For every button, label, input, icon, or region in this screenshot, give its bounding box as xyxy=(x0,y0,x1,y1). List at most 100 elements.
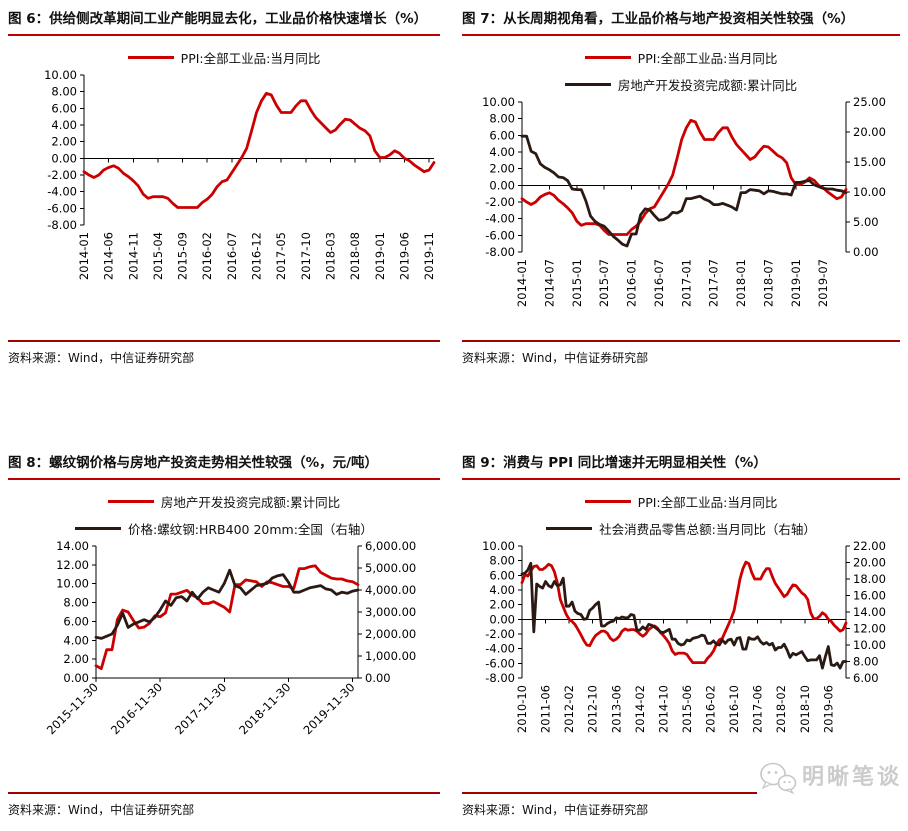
svg-text:-8.00: -8.00 xyxy=(485,245,515,259)
svg-text:16.00: 16.00 xyxy=(853,589,886,603)
svg-text:2017-07: 2017-07 xyxy=(707,259,721,307)
svg-text:8.00: 8.00 xyxy=(51,85,77,99)
svg-text:2011-06: 2011-06 xyxy=(539,685,553,733)
svg-text:-4.00: -4.00 xyxy=(485,212,515,226)
svg-text:2018-02: 2018-02 xyxy=(774,685,788,733)
svg-text:12.00: 12.00 xyxy=(56,558,89,572)
legend-line-swatch xyxy=(127,56,174,60)
svg-text:2019-01: 2019-01 xyxy=(789,259,803,307)
svg-text:0.00: 0.00 xyxy=(489,179,515,193)
svg-text:0.00: 0.00 xyxy=(489,613,515,627)
svg-text:2014-01: 2014-01 xyxy=(515,259,529,307)
svg-text:6,000.00: 6,000.00 xyxy=(365,540,416,553)
legend-line-swatch xyxy=(584,500,631,504)
svg-text:2019-07: 2019-07 xyxy=(816,259,830,307)
figure-9-source: 资料来源：Wind，中信证券研究部 xyxy=(462,792,900,818)
figure-8-legend: 房地产开发投资完成额:累计同比价格:螺纹钢:HRB400 20mm:全国（右轴） xyxy=(8,492,440,538)
series-line xyxy=(520,119,848,237)
legend-item: PPI:全部工业品:当月同比 xyxy=(584,492,778,511)
legend-item: 价格:螺纹钢:HRB400 20mm:全国（右轴） xyxy=(75,519,373,538)
figure-8-chart: 14.00 12.00 10.00 8.00 6.00 4.00 2.00 0.00 6,000… xyxy=(44,540,416,737)
svg-text:2015-04: 2015-04 xyxy=(151,232,165,280)
legend-label: PPI:全部工业品:当月同比 xyxy=(637,495,778,511)
svg-text:4.00: 4.00 xyxy=(489,145,515,159)
figure-9-legend: PPI:全部工业品:当月同比社会消费品零售总额:当月同比（右轴） xyxy=(462,492,900,538)
svg-text:10.00: 10.00 xyxy=(853,185,886,199)
svg-text:2016-02: 2016-02 xyxy=(704,685,718,733)
svg-text:-2.00: -2.00 xyxy=(47,168,77,182)
figure-9-chart: 10.008.006.004.002.000.00-2.00-4.00-6.00… xyxy=(482,540,886,733)
svg-text:2014-01: 2014-01 xyxy=(77,232,91,280)
svg-text:2014-11: 2014-11 xyxy=(126,232,140,280)
legend-item: 社会消费品零售总额:当月同比（右轴） xyxy=(546,519,816,538)
svg-text:5.00: 5.00 xyxy=(853,215,879,229)
svg-text:-2.00: -2.00 xyxy=(485,195,515,209)
svg-text:6.00: 6.00 xyxy=(489,569,515,583)
series-line xyxy=(520,562,848,670)
figure-7-chart: 10.00 8.00 6.00 4.00 2.00 0.00 -2.00 -4.00 -6.00… xyxy=(482,96,886,307)
svg-text:2019-11: 2019-11 xyxy=(422,232,436,280)
svg-text:2015-11-30: 2015-11-30 xyxy=(44,680,101,737)
svg-text:0.00: 0.00 xyxy=(51,152,77,166)
source-text: 资料来源：Wind，中信证券研究部 xyxy=(462,803,649,817)
legend-label: 房地产开发投资完成额:累计同比 xyxy=(617,78,798,94)
figure-7-legend: PPI:全部工业品:当月同比房地产开发投资完成额:累计同比 xyxy=(462,48,900,94)
svg-text:2018-08: 2018-08 xyxy=(348,232,362,280)
figure-6-chart: 10.00 8.00 6.00 4.00 2.00 0.00 -2.00 -4.00 -6.00… xyxy=(44,69,436,280)
source-text: 资料来源：Wind，中信证券研究部 xyxy=(462,351,649,365)
svg-text:6.00: 6.00 xyxy=(51,102,77,116)
svg-text:8.00: 8.00 xyxy=(489,554,515,568)
watermark-text: 明晰笔谈 xyxy=(801,765,902,790)
svg-text:2015-09: 2015-09 xyxy=(176,232,190,280)
legend-line-swatch xyxy=(107,500,154,504)
svg-text:3,000.00: 3,000.00 xyxy=(365,605,416,619)
svg-text:10.00: 10.00 xyxy=(853,638,886,652)
svg-text:18.00: 18.00 xyxy=(853,572,886,586)
svg-text:0.00: 0.00 xyxy=(63,671,89,685)
svg-text:4.00: 4.00 xyxy=(63,634,89,648)
svg-text:2015-06: 2015-06 xyxy=(680,685,694,733)
svg-text:2016-07: 2016-07 xyxy=(652,259,666,307)
series-line xyxy=(94,569,360,641)
figure-7-source: 资料来源：Wind，中信证券研究部 xyxy=(462,340,900,366)
legend-label: PPI:全部工业品:当月同比 xyxy=(637,51,778,67)
svg-text:8.00: 8.00 xyxy=(853,655,879,669)
svg-text:2016-07: 2016-07 xyxy=(225,232,239,280)
svg-text:4,000.00: 4,000.00 xyxy=(365,583,416,597)
svg-text:2019-06: 2019-06 xyxy=(821,685,835,733)
svg-text:20.00: 20.00 xyxy=(853,125,886,139)
svg-text:2.00: 2.00 xyxy=(489,162,515,176)
svg-text:2010-10: 2010-10 xyxy=(515,685,529,733)
svg-text:2018-03: 2018-03 xyxy=(323,232,337,280)
legend-item: PPI:全部工业品:当月同比 xyxy=(127,48,321,67)
mingxi-bitan-watermark: 明晰笔谈 xyxy=(756,762,904,794)
legend-label: PPI:全部工业品:当月同比 xyxy=(180,51,321,67)
svg-text:2014-02: 2014-02 xyxy=(633,685,647,733)
svg-text:2016-12: 2016-12 xyxy=(250,232,264,280)
svg-text:2019-01: 2019-01 xyxy=(373,232,387,280)
svg-text:25.00: 25.00 xyxy=(853,96,886,109)
svg-text:2018-07: 2018-07 xyxy=(761,259,775,307)
svg-text:-6.00: -6.00 xyxy=(485,229,515,243)
svg-text:2019-11-30: 2019-11-30 xyxy=(300,680,357,737)
svg-text:2.00: 2.00 xyxy=(63,652,89,666)
svg-text:10.00: 10.00 xyxy=(482,540,515,553)
series-line xyxy=(520,135,848,248)
svg-text:10.00: 10.00 xyxy=(44,69,77,82)
legend-label: 价格:螺纹钢:HRB400 20mm:全国（右轴） xyxy=(128,522,373,538)
svg-text:-8.00: -8.00 xyxy=(47,218,77,232)
svg-text:10.00: 10.00 xyxy=(56,577,89,591)
svg-text:-4.00: -4.00 xyxy=(47,185,77,199)
svg-text:20.00: 20.00 xyxy=(853,556,886,570)
legend-label: 房地产开发投资完成额:累计同比 xyxy=(160,495,341,511)
svg-text:2018-01: 2018-01 xyxy=(734,259,748,307)
svg-text:1,000.00: 1,000.00 xyxy=(365,649,416,663)
figure-9: 图 9：消费与 PPI 同比增速并无明显相关性（%） PPI:全部工业品:当月同… xyxy=(462,452,900,818)
svg-text:14.00: 14.00 xyxy=(56,540,89,553)
figure-6: 图 6：供给侧改革期间工业产能明显去化，工业品价格快速增长（%） PPI:全部工… xyxy=(8,8,440,366)
svg-text:2014-07: 2014-07 xyxy=(542,259,556,307)
svg-text:2.00: 2.00 xyxy=(51,135,77,149)
svg-text:2,000.00: 2,000.00 xyxy=(365,627,416,641)
svg-text:15.00: 15.00 xyxy=(853,155,886,169)
svg-text:2016-11-30: 2016-11-30 xyxy=(108,680,165,737)
